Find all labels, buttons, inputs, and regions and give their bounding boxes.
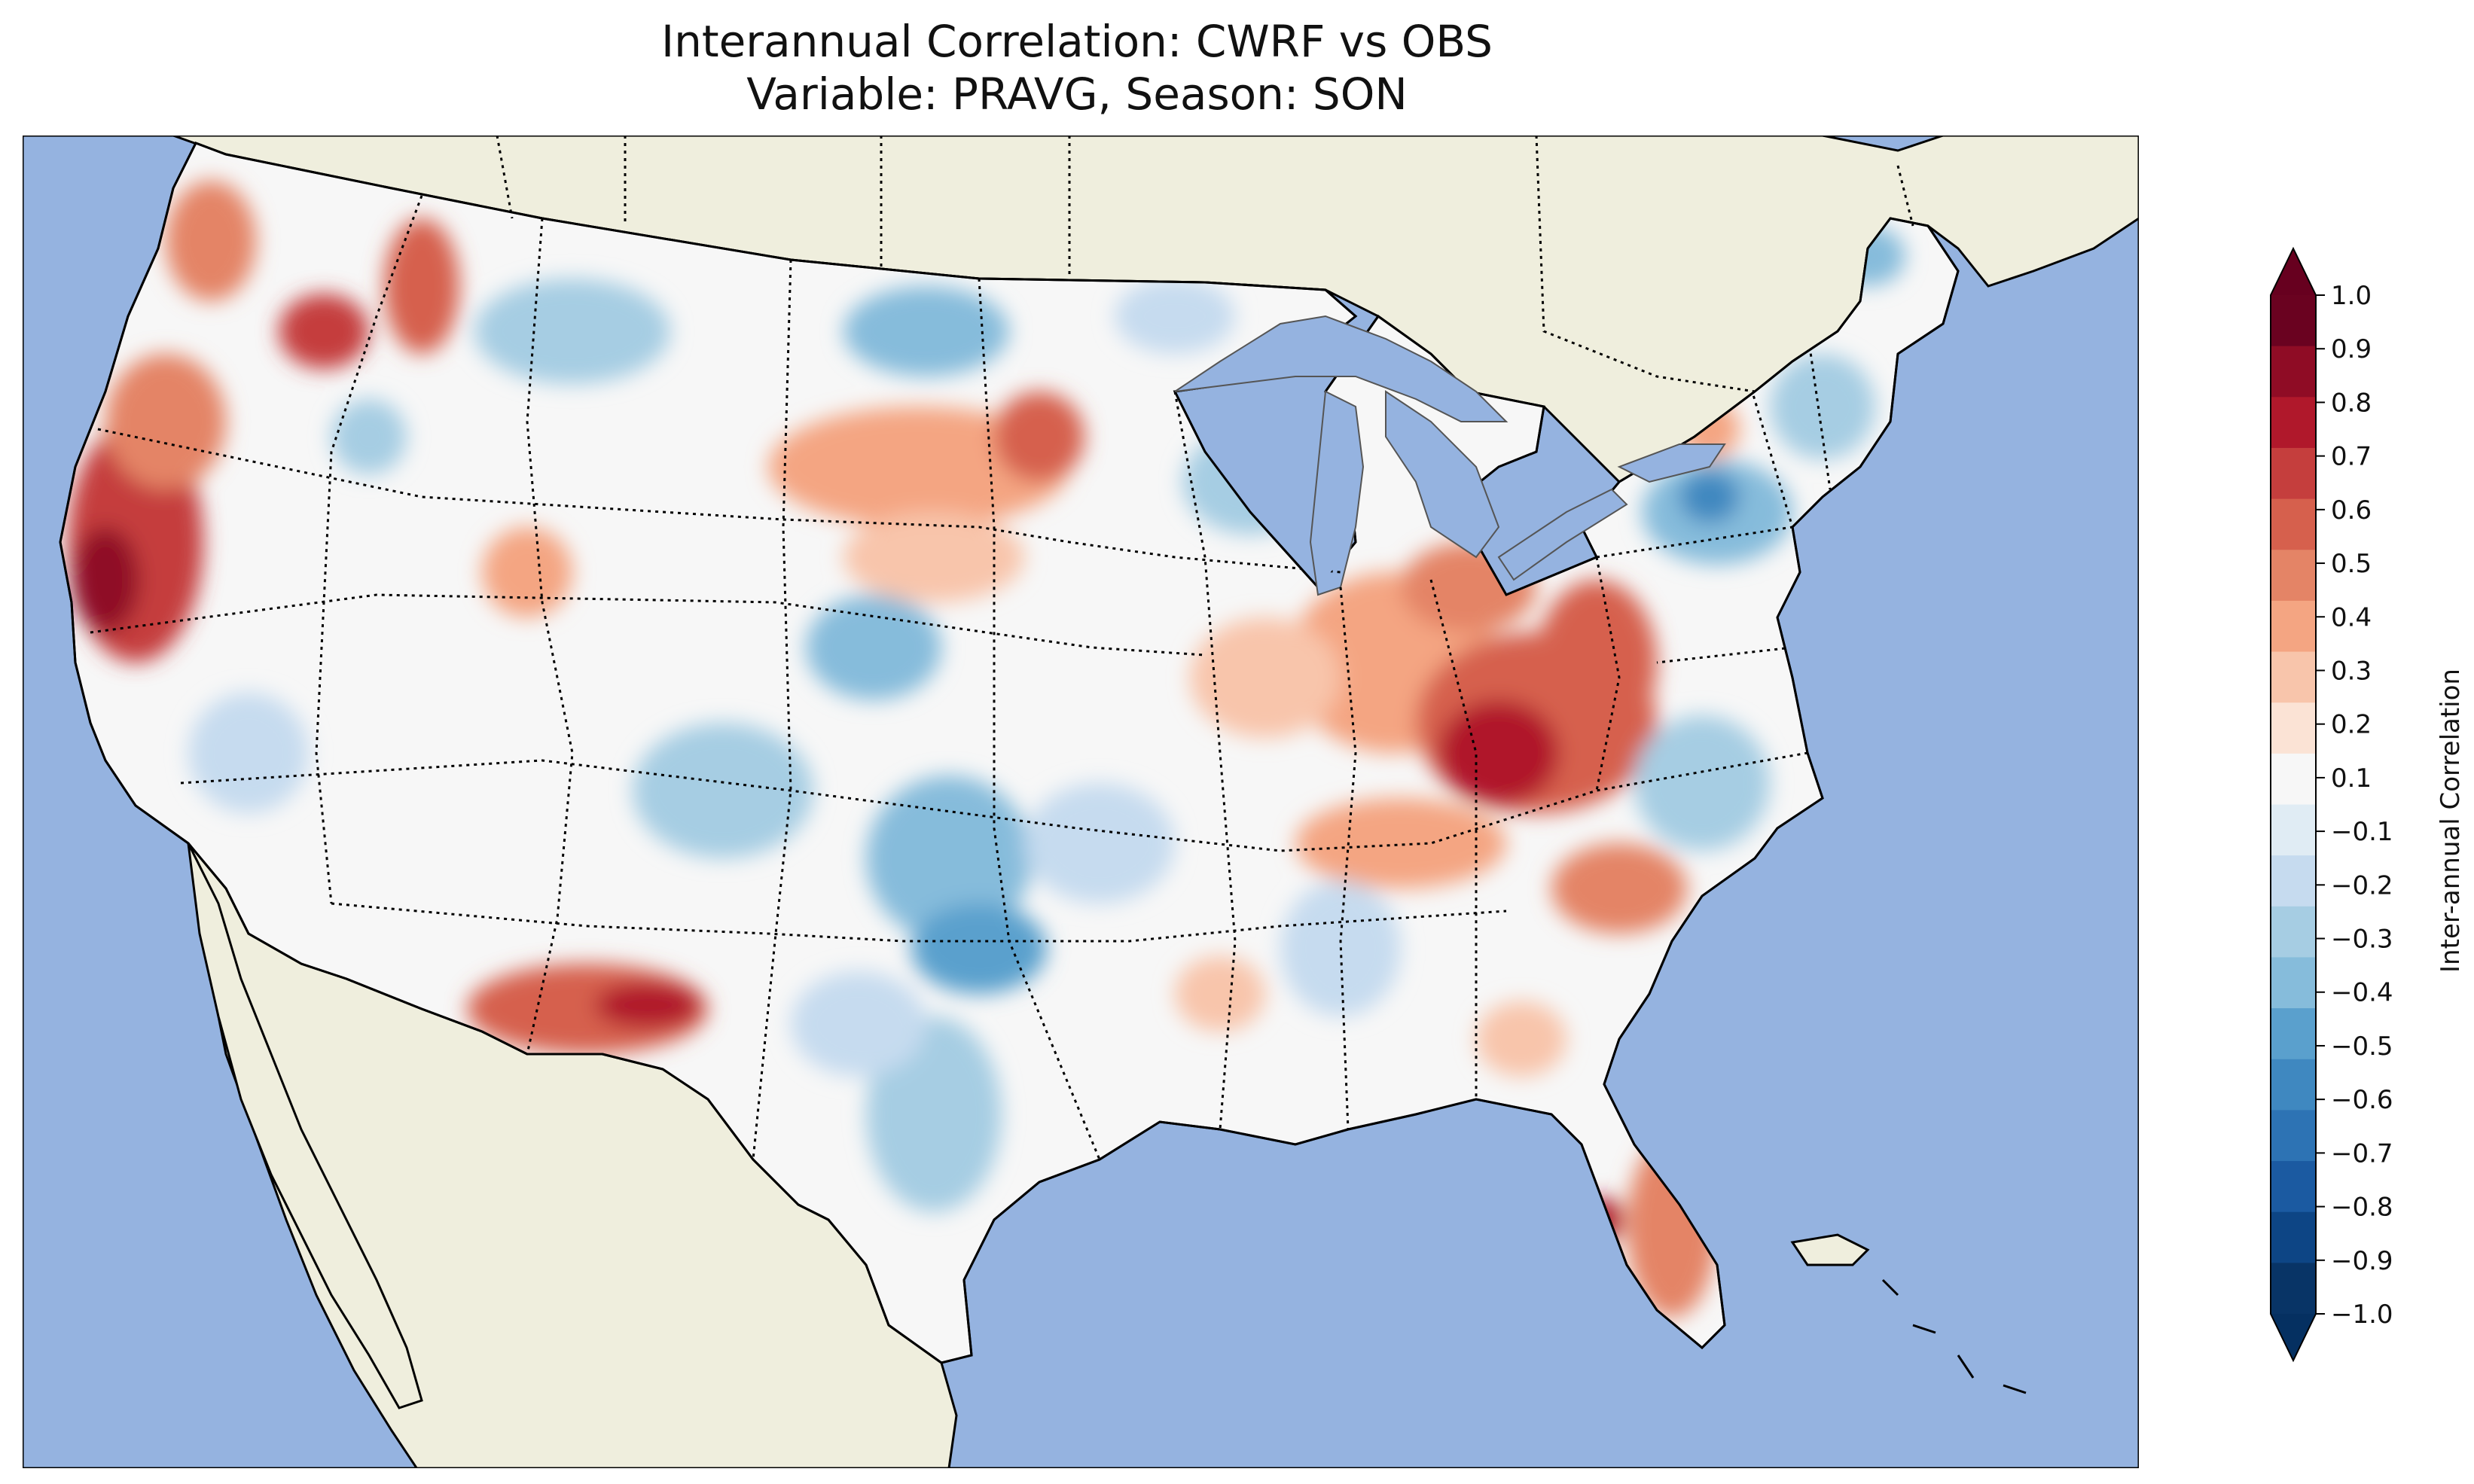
lake-huron (1385, 390, 1500, 559)
colorbar-swatch (2271, 1211, 2316, 1263)
colorbar-swatch (2271, 1110, 2316, 1162)
colorbar-swatch (2271, 397, 2316, 449)
colorbar-swatch (2271, 1059, 2316, 1111)
colorbar-tick-label: −0.7 (2331, 1138, 2393, 1169)
province-borders (496, 136, 1914, 393)
colorbar-tick-label: 0.8 (2331, 388, 2372, 418)
colorbar-swatch (2271, 702, 2316, 754)
colorbar-swatch (2271, 1161, 2316, 1213)
colorbar-extend-max (2271, 248, 2316, 295)
colorbar-swatch (2271, 498, 2316, 550)
colorbar-tick-label: 0.4 (2331, 602, 2372, 632)
colorbar-tick-label: −0.1 (2331, 817, 2393, 847)
colorbar-swatch (2271, 295, 2316, 347)
bahamas-islands (1881, 1278, 2027, 1394)
colorbar-swatch (2271, 550, 2316, 602)
colorbar-tick-label: −0.9 (2331, 1246, 2393, 1276)
colorbar-tick-label: 0.3 (2331, 656, 2372, 686)
cuba-island (1790, 1233, 1870, 1266)
colorbar-tick-label: −0.5 (2331, 1031, 2393, 1062)
plot-title: Interannual Correlation: CWRF vs OBS Var… (23, 15, 2131, 120)
colorbar-tick-label: 0.2 (2331, 710, 2372, 740)
colorbar-swatch (2271, 600, 2316, 653)
colorbar-tick-label: 0.7 (2331, 442, 2372, 472)
colorbar-swatch (2271, 804, 2316, 856)
state-borders (90, 195, 1832, 1160)
colorbar-swatch (2271, 906, 2316, 958)
colorbar-swatch (2271, 957, 2316, 1009)
colorbar-tick-label: −0.8 (2331, 1193, 2393, 1223)
colorbar-tick-label: 0.1 (2331, 763, 2372, 794)
colorbar-tick-label: −0.6 (2331, 1085, 2393, 1115)
colorbar-swatch (2271, 651, 2316, 703)
colorbar-tick-label: −0.2 (2331, 870, 2393, 900)
lake-ontario (1617, 443, 1726, 483)
title-line-2: Variable: PRAVG, Season: SON (746, 69, 1408, 120)
colorbar-label: Inter-annual Correlation (2436, 669, 2466, 973)
colorbar-tick-label: 0.9 (2331, 334, 2372, 364)
title-line-1: Interannual Correlation: CWRF vs OBS (660, 16, 1493, 67)
colorbar-tick-label: −0.3 (2331, 925, 2393, 955)
baja-peninsula (187, 843, 423, 1409)
colorbar-swatch (2271, 447, 2316, 500)
colorbar-extend-min (2271, 1314, 2316, 1361)
colorbar-tick-label: −0.4 (2331, 978, 2393, 1008)
colorbar-swatch (2271, 346, 2316, 398)
great-lakes (1174, 315, 1726, 596)
lake-erie (1497, 488, 1628, 581)
colorbar-swatch (2271, 855, 2316, 907)
colorbar-tick-label: −1.0 (2331, 1300, 2393, 1330)
colorbar-swatch (2271, 753, 2316, 805)
colorbar-swatch (2271, 1263, 2316, 1315)
colorbar-tick-label: 1.0 (2331, 281, 2372, 311)
colorbar-swatch (2271, 1008, 2316, 1060)
colorbar-tick-label: 0.6 (2331, 495, 2372, 526)
colorbar-tick-label: 0.5 (2331, 549, 2372, 579)
lake-superior (1174, 315, 1508, 422)
